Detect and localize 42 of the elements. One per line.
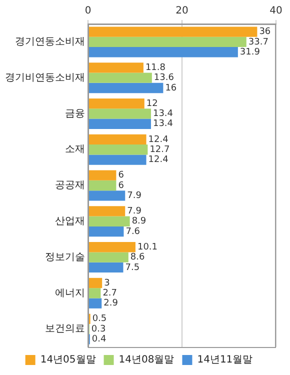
y-tick-label: 정보기술 — [45, 252, 85, 263]
y-tick-label: 공공재 — [55, 180, 85, 192]
data-label: 13.6 — [154, 73, 174, 84]
y-tick-label: 에너지 — [55, 288, 85, 299]
x-tick-label: 20 — [176, 6, 188, 17]
data-label: 12 — [146, 98, 158, 109]
data-label: 0.4 — [92, 334, 106, 345]
y-tick-label: 경기비연동소비재 — [5, 72, 85, 84]
data-label: 0.5 — [92, 314, 107, 324]
data-label: 36 — [259, 27, 271, 38]
data-label: 10.1 — [137, 242, 158, 252]
data-label: 2.9 — [104, 298, 118, 309]
y-tick-label: 금융 — [65, 108, 85, 120]
legend-label: 14년05월말 — [40, 354, 96, 366]
data-label: 12.7 — [150, 144, 170, 155]
data-label: 13.4 — [152, 109, 174, 120]
y-tick-label: 경기연동소비재 — [15, 36, 85, 48]
y-tick-label: 보건의료 — [45, 324, 85, 335]
y-tick-label: 소재 — [65, 144, 85, 156]
data-label: 12.4 — [148, 134, 169, 145]
data-label: 6 — [118, 170, 124, 181]
data-label: 3 — [104, 278, 110, 288]
data-label: 8.9 — [132, 216, 146, 227]
data-label: 6 — [118, 180, 124, 191]
data-label: 0.3 — [91, 324, 106, 334]
x-tick-label: 40 — [270, 6, 282, 17]
data-label: 7.6 — [126, 226, 140, 237]
data-label: 13.4 — [152, 119, 174, 130]
data-label: 11.8 — [145, 63, 166, 74]
data-label: 33.7 — [248, 37, 268, 48]
data-label: 7.9 — [127, 191, 142, 202]
data-label: 7.9 — [127, 206, 142, 217]
data-label: 16 — [165, 83, 177, 94]
legend-label: 14년08월말 — [118, 354, 174, 366]
y-tick-label: 산업재 — [55, 216, 85, 227]
legend-label: 14년11월말 — [197, 354, 253, 366]
x-tick-label: 0 — [84, 6, 92, 17]
data-label: 12.4 — [148, 155, 169, 166]
data-label: 2.7 — [102, 288, 118, 299]
data-label: 31.9 — [240, 47, 260, 58]
data-label: 7.5 — [125, 262, 140, 273]
data-label: 8.6 — [130, 252, 146, 263]
